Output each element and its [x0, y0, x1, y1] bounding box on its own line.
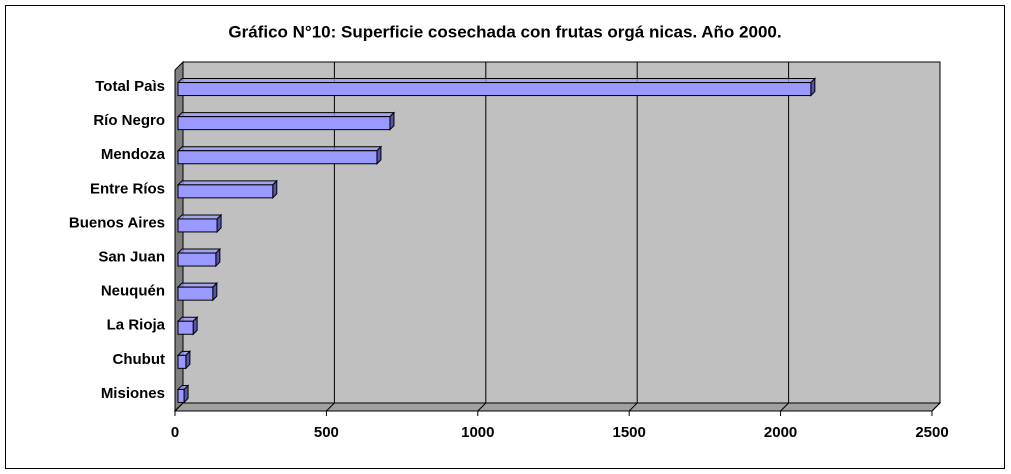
- bar: [177, 354, 187, 369]
- x-tick-label: 1500: [613, 424, 646, 441]
- bar-top: [176, 248, 222, 254]
- grid-line: [174, 402, 184, 412]
- x-tick-label: 0: [171, 424, 179, 441]
- bar: [177, 388, 185, 403]
- y-tick-label: Mendoza: [101, 146, 166, 163]
- grid-line: [326, 402, 335, 412]
- bar-top: [176, 78, 817, 84]
- x-tick-label: 1000: [461, 424, 494, 441]
- bar: [177, 252, 217, 267]
- bar: [177, 184, 274, 199]
- y-tick-label: Buenos Aires: [69, 214, 165, 231]
- y-tick-label: La Rioja: [107, 317, 166, 334]
- y-tick-label: Río Negro: [93, 112, 165, 129]
- y-tick-label: Chubut: [113, 351, 165, 368]
- x-tick-label: 2500: [915, 424, 948, 441]
- y-tick-label: Misiones: [101, 385, 165, 402]
- x-tick-label: 500: [314, 424, 339, 441]
- bar-top: [176, 180, 278, 186]
- bar: [177, 116, 391, 131]
- x-tick-label: 2000: [764, 424, 797, 441]
- bar: [177, 218, 218, 233]
- bar: [177, 320, 194, 335]
- bar-top: [176, 112, 396, 118]
- bar-top: [176, 214, 223, 220]
- y-tick-label: San Juan: [98, 249, 165, 266]
- grid-line: [931, 402, 941, 412]
- bar-top: [176, 282, 219, 288]
- y-tick-label: Neuquén: [101, 283, 165, 300]
- bar: [177, 150, 378, 165]
- y-tick-label: Total Paìs: [95, 78, 165, 95]
- grid-line: [628, 402, 638, 412]
- chart-title: Gráfico N°10: Superficie cosechada con f…: [228, 22, 781, 41]
- bar: [177, 286, 214, 301]
- floor: [173, 402, 942, 412]
- grid-line: [477, 402, 487, 412]
- grid-line: [780, 402, 789, 412]
- y-tick-label: Entre Ríos: [90, 180, 165, 197]
- bar: [177, 82, 812, 97]
- bar-top: [176, 146, 383, 152]
